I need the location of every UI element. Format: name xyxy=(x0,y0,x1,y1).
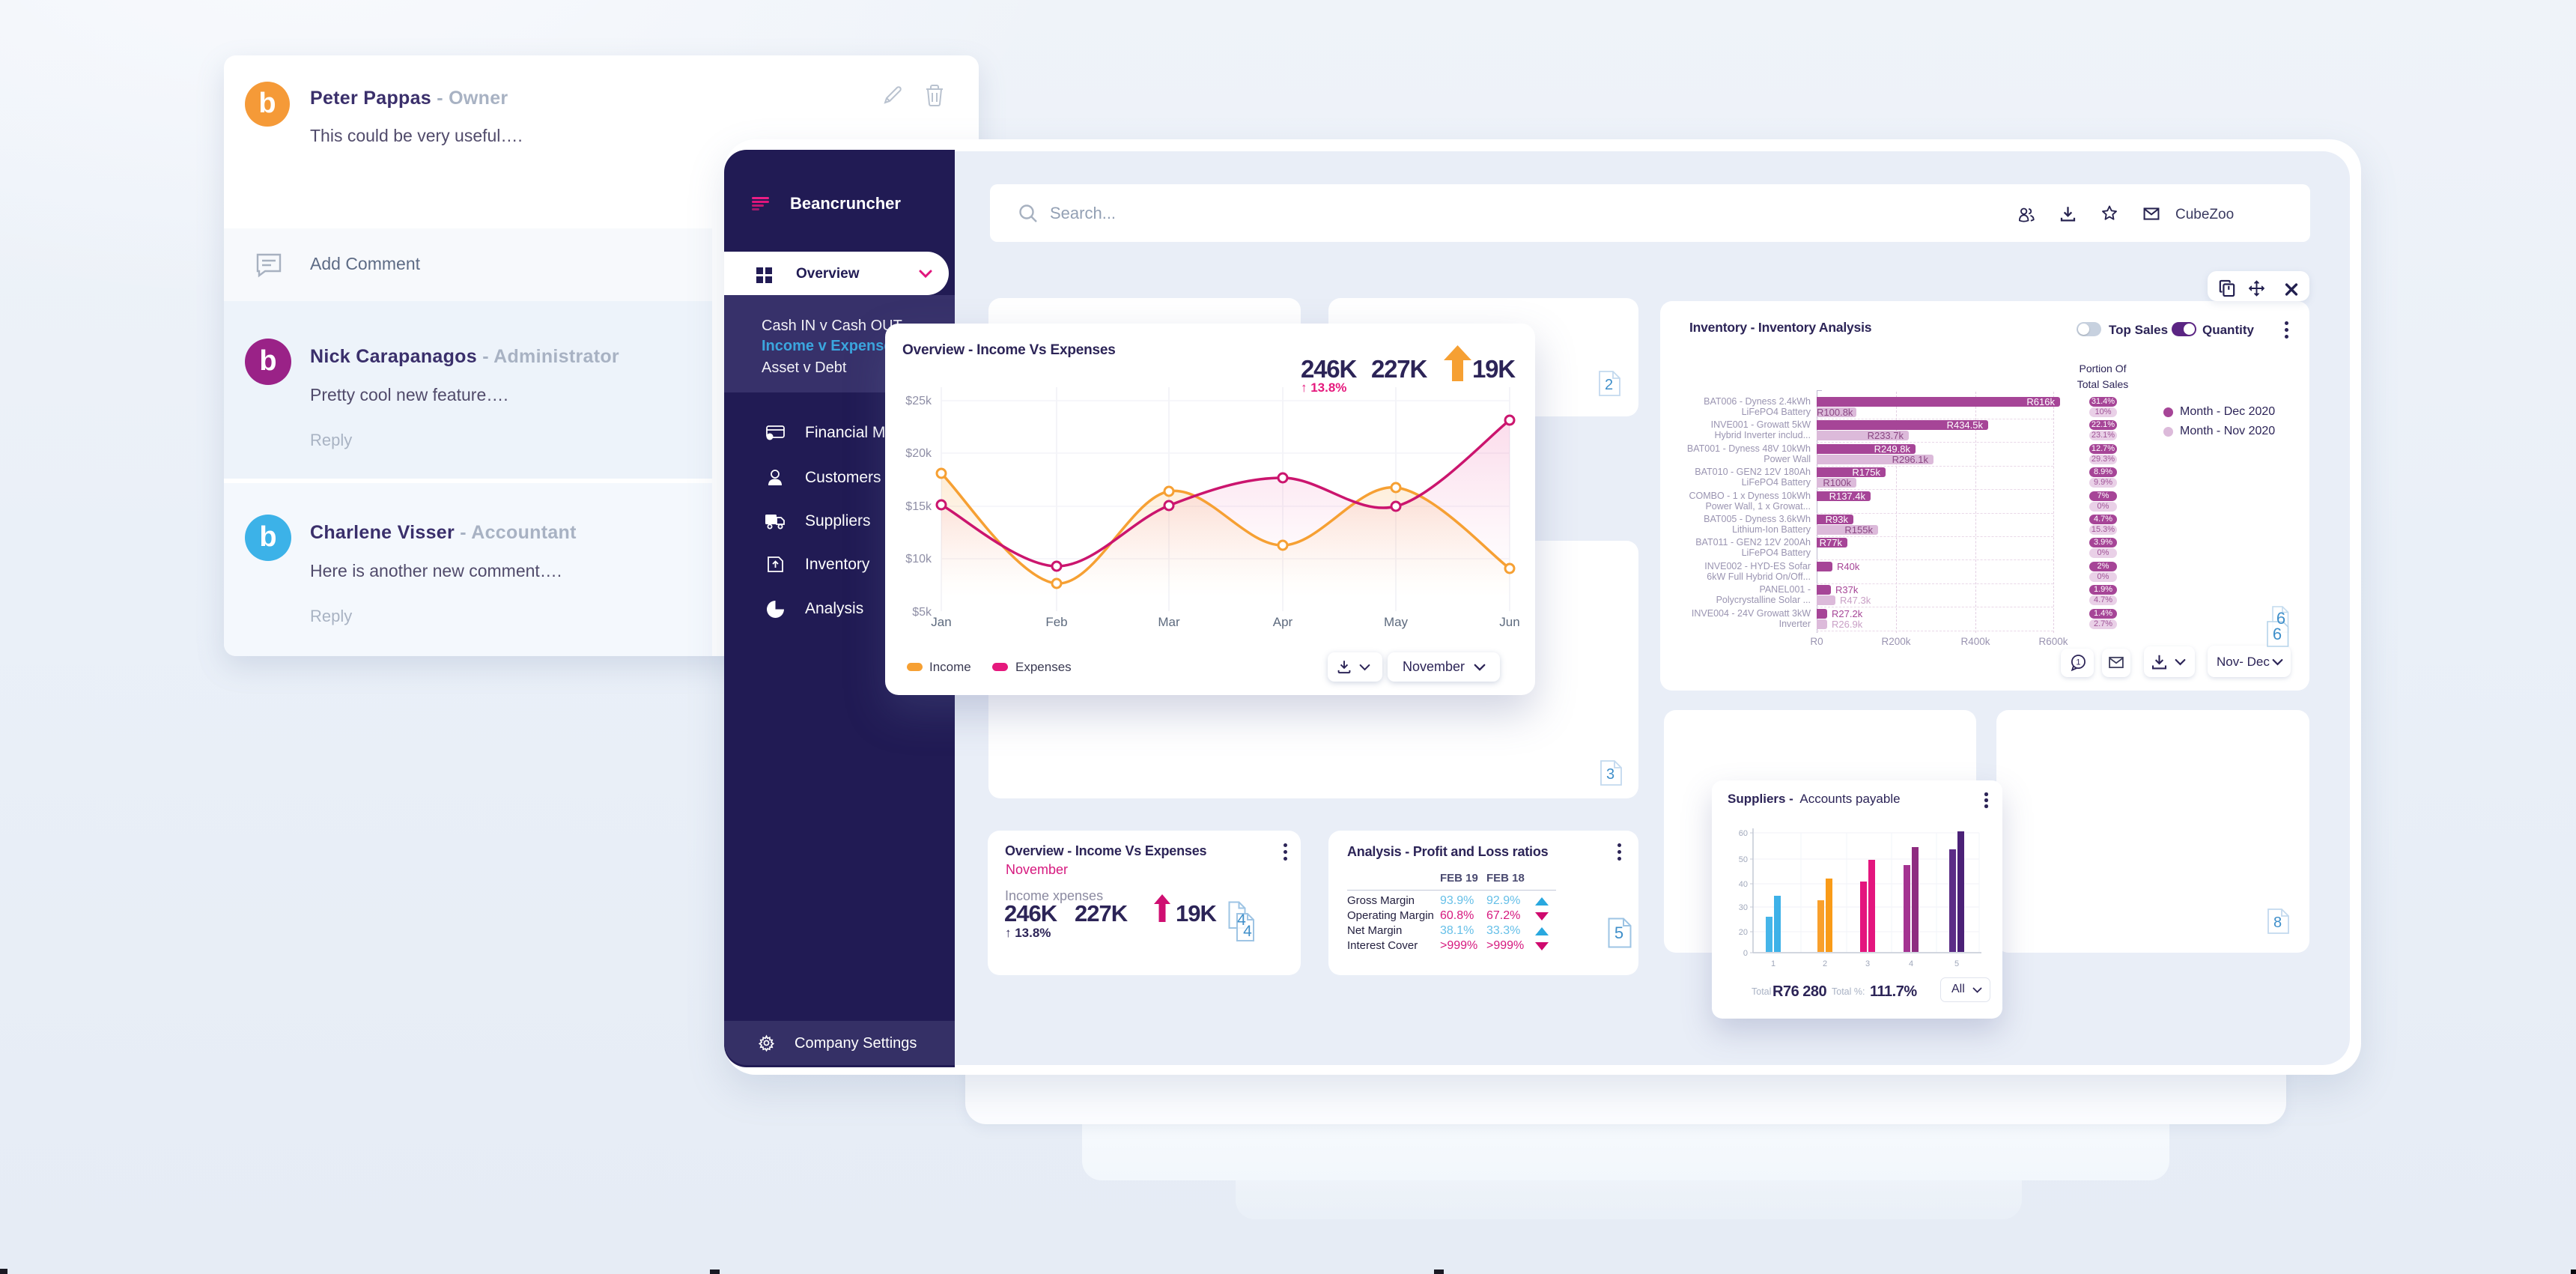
svg-text:30: 30 xyxy=(1739,903,1748,912)
svg-text:0: 0 xyxy=(1743,949,1748,958)
svg-text:1: 1 xyxy=(2076,658,2080,667)
svg-text:$5k: $5k xyxy=(912,606,932,619)
svg-text:20: 20 xyxy=(1739,928,1748,937)
svg-text:5: 5 xyxy=(1614,923,1623,942)
svg-text:60: 60 xyxy=(1739,829,1748,838)
svg-text:Apr: Apr xyxy=(1273,615,1293,629)
svg-text:1: 1 xyxy=(1771,959,1775,968)
svg-text:6: 6 xyxy=(2276,609,2285,628)
svg-text:Mar: Mar xyxy=(1158,615,1180,629)
svg-text:2: 2 xyxy=(1823,959,1827,968)
svg-text:4: 4 xyxy=(1909,959,1913,968)
svg-text:2: 2 xyxy=(1605,377,1613,393)
svg-text:$20k: $20k xyxy=(905,447,932,460)
svg-text:$25k: $25k xyxy=(905,395,932,407)
svg-text:50: 50 xyxy=(1739,855,1748,864)
svg-text:3: 3 xyxy=(1606,766,1614,783)
svg-text:Jun: Jun xyxy=(1499,615,1519,629)
svg-text:5: 5 xyxy=(1954,959,1959,968)
svg-text:$10k: $10k xyxy=(905,553,932,565)
svg-text:6: 6 xyxy=(2273,625,2282,643)
svg-text:$15k: $15k xyxy=(905,500,932,513)
svg-text:Jan: Jan xyxy=(931,615,951,629)
svg-text:8: 8 xyxy=(2273,914,2282,931)
svg-text:4: 4 xyxy=(1237,911,1246,929)
svg-text:4: 4 xyxy=(1243,923,1252,940)
svg-text:May: May xyxy=(1384,615,1409,629)
svg-text:3: 3 xyxy=(1865,959,1870,968)
svg-text:40: 40 xyxy=(1739,880,1748,889)
svg-text:Feb: Feb xyxy=(1045,615,1067,629)
